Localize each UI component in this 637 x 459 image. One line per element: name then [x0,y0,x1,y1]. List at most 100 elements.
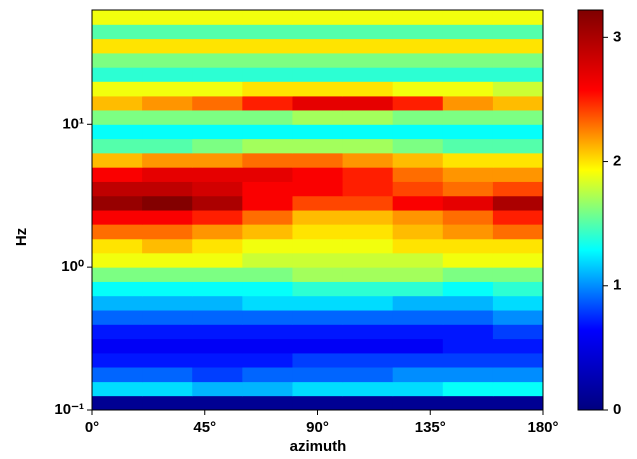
heatmap-cell [442,181,494,197]
heatmap-cell [392,238,444,254]
heatmap-cell [92,295,143,311]
heatmap-cell [492,195,544,211]
heatmap-cell [342,210,394,225]
heatmap-cell [392,324,444,340]
heatmap-cell [242,238,293,254]
heatmap-cell [292,181,344,197]
heatmap-cell [492,281,544,297]
heatmap-cell [92,352,143,368]
heatmap-cell [92,24,143,40]
heatmap-cell [92,138,143,154]
heatmap-cell [292,352,344,368]
heatmap-cell [342,395,394,411]
heatmap-cell [92,124,143,140]
heatmap-cell [492,267,544,282]
heatmap-cell [342,67,394,82]
heatmap-cell [92,167,143,182]
heatmap-cell [242,295,293,311]
heatmap-cell [92,38,143,54]
heatmap-cell [442,195,494,211]
heatmap-cell [442,224,494,240]
heatmap-cell [192,181,243,197]
heatmap-cell [192,210,243,225]
heatmap-cell [392,252,444,268]
heatmap-cell [142,224,193,240]
heatmap-cell [392,38,444,54]
heatmap-cell [292,238,344,254]
heatmap-cell [292,109,344,125]
heatmap-cell [492,381,544,397]
heatmap-cell [192,95,243,111]
y-tick-label: 10⁰ [61,258,84,275]
heatmap-cell [92,210,143,225]
heatmap-cell [492,81,544,97]
heatmap-cell [392,352,444,368]
heatmap-cell [392,10,444,25]
heatmap-cell [442,152,494,168]
heatmap-cell [92,238,143,254]
heatmap-cell [142,10,193,25]
heatmap-cell [142,352,193,368]
heatmap-cell [142,252,193,268]
heatmap-cell [242,252,293,268]
heatmap-cell [442,38,494,54]
heatmap-cell [192,167,243,182]
heatmap-cell [192,138,243,154]
heatmap-cell [442,252,494,268]
heatmap-cell [492,152,544,168]
heatmap-cell [442,310,494,325]
heatmap-cell [342,310,394,325]
heatmap-cell [92,324,143,340]
heatmap-cell [292,52,344,68]
heatmap-cell [342,324,394,340]
heatmap-cell [142,109,193,125]
colorbar-tick-label: 3 [613,28,621,45]
heatmap-cell [92,109,143,125]
heatmap-cell [92,267,143,282]
heatmap-cell [342,352,394,368]
heatmap-cell [292,167,344,182]
heatmap-cell [92,181,143,197]
heatmap-cell [492,366,544,383]
heatmap-cell [492,395,544,411]
heatmap-cell [492,224,544,240]
heatmap-cell [492,52,544,68]
heatmap-cell [392,366,444,383]
heatmap-cell [92,366,143,383]
heatmap-cell [342,295,394,311]
heatmap-cell [142,238,193,254]
heatmap-cell [142,95,193,111]
heatmap-cell [492,95,544,111]
heatmap-cell [492,210,544,225]
heatmap-cell [242,281,293,297]
heatmap-cell [392,109,444,125]
heatmap-cell [92,224,143,240]
heatmap-cell [492,252,544,268]
heatmap-cell [92,95,143,111]
heatmap-cell [492,167,544,182]
heatmap-cell [342,152,394,168]
heatmap-cell [92,10,143,25]
heatmap-cell [142,138,193,154]
heatmap-cell [142,152,193,168]
heatmap-cell [192,381,243,397]
heatmap-cell [242,352,293,368]
heatmap-cell [392,124,444,140]
heatmap-cell [192,295,243,311]
heatmap-cell [92,310,143,325]
heatmap-cell [142,195,193,211]
heatmap-cell [242,152,293,168]
heatmap-cell [292,295,344,311]
heatmap-cell [442,81,494,97]
heatmap-cell [292,195,344,211]
heatmap-cell [242,95,293,111]
heatmap-cell [442,295,494,311]
heatmap-cell [142,295,193,311]
heatmap-cell [142,210,193,225]
heatmap-cell [492,310,544,325]
heatmap-cell [342,167,394,182]
y-tick-label: 10¹ [62,115,84,132]
heatmap-cell [142,67,193,82]
heatmap-cell [492,324,544,340]
y-axis-label: Hz [13,228,30,246]
